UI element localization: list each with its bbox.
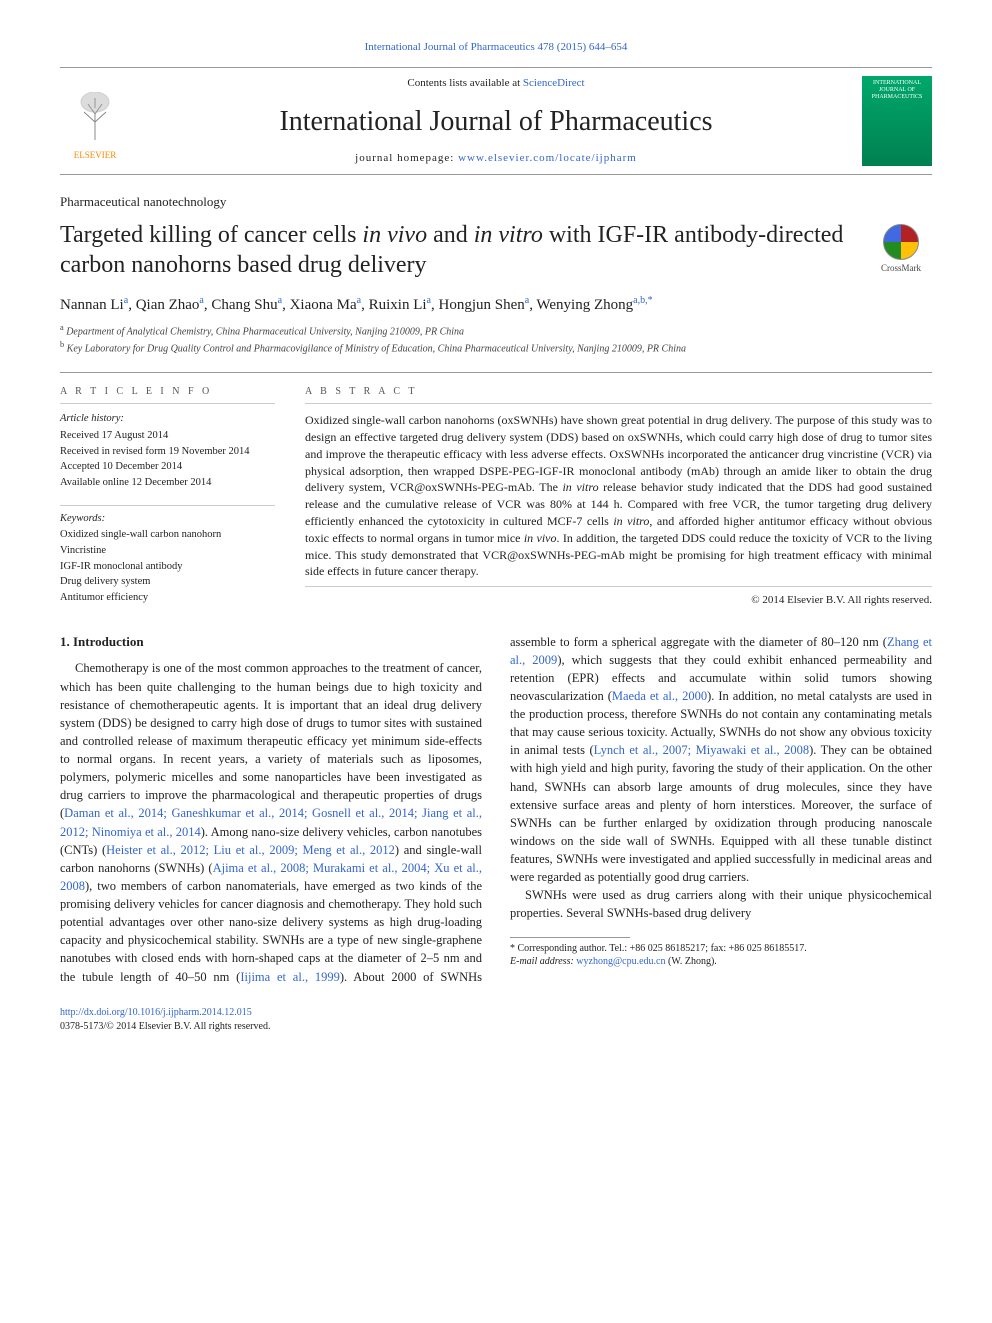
history-accepted: Accepted 10 December 2014 <box>60 460 275 475</box>
contents-line: Contents lists available at ScienceDirec… <box>130 76 862 91</box>
author-affil-sup: a <box>124 295 128 306</box>
affiliation-text: Key Laboratory for Drug Quality Control … <box>67 343 686 354</box>
abstract-italic: in vivo <box>524 531 557 545</box>
doi-link[interactable]: http://dx.doi.org/10.1016/j.ijpharm.2014… <box>60 1007 252 1018</box>
citation-link[interactable]: Lynch et al., 2007; Miyawaki et al., 200… <box>594 743 809 757</box>
sciencedirect-link[interactable]: ScienceDirect <box>523 77 585 89</box>
journal-citation-link[interactable]: International Journal of Pharmaceutics 4… <box>365 41 628 53</box>
cover-title: INTERNATIONAL JOURNAL OF PHARMACEUTICS <box>864 80 930 100</box>
header-center: Contents lists available at ScienceDirec… <box>130 76 862 166</box>
author-list: Nannan Lia, Qian Zhaoa, Chang Shua, Xiao… <box>60 294 932 316</box>
abstract-copyright: © 2014 Elsevier B.V. All rights reserved… <box>305 593 932 608</box>
abstract-column: A B S T R A C T Oxidized single-wall car… <box>305 385 932 608</box>
footnote-corr: * Corresponding author. Tel.: +86 025 86… <box>510 942 932 955</box>
journal-cover-thumbnail: INTERNATIONAL JOURNAL OF PHARMACEUTICS <box>862 76 932 166</box>
author: Ruixin Lia <box>369 297 431 313</box>
keyword: IGF-IR monoclonal antibody <box>60 560 275 575</box>
info-abstract-row: A R T I C L E I N F O Article history: R… <box>60 372 932 608</box>
author-name: Xiaona Ma <box>290 297 357 313</box>
abstract-italic: in vitro <box>562 480 598 494</box>
body-span: ). They can be obtained with high yield … <box>510 743 932 884</box>
title-row: Targeted killing of cancer cells in vivo… <box>60 220 932 294</box>
sup-text: a,b, <box>633 295 647 306</box>
section-heading: 1. Introduction <box>60 633 482 652</box>
abstract-heading: A B S T R A C T <box>305 385 932 404</box>
keyword: Antitumor efficiency <box>60 591 275 606</box>
info-heading: A R T I C L E I N F O <box>60 385 275 404</box>
email-suffix: (W. Zhong). <box>665 956 716 967</box>
keywords-label: Keywords: <box>60 512 275 527</box>
keyword: Vincristine <box>60 544 275 559</box>
journal-name: International Journal of Pharmaceutics <box>130 102 862 141</box>
author-affil-sup: a <box>278 295 282 306</box>
citation-link[interactable]: Iijima et al., 1999 <box>240 970 340 984</box>
title-part: and <box>427 222 474 248</box>
author-name: Qian Zhao <box>136 297 200 313</box>
page-footer: http://dx.doi.org/10.1016/j.ijpharm.2014… <box>60 1006 932 1034</box>
history-online: Available online 12 December 2014 <box>60 476 275 491</box>
author: Qian Zhaoa <box>136 297 204 313</box>
citation-link[interactable]: Heister et al., 2012; Liu et al., 2009; … <box>106 843 395 857</box>
history-revised: Received in revised form 19 November 201… <box>60 445 275 460</box>
author-name: Wenying Zhong <box>536 297 633 313</box>
author-affil-sup: a,b,* <box>633 295 652 306</box>
corresponding-footnote: * Corresponding author. Tel.: +86 025 86… <box>510 942 932 968</box>
body-paragraph: SWNHs were used as drug carriers along w… <box>510 886 932 922</box>
title-italic: in vitro <box>474 222 543 248</box>
journal-header: ELSEVIER Contents lists available at Sci… <box>60 67 932 175</box>
affiliation-text: Department of Analytical Chemistry, Chin… <box>66 326 464 337</box>
footnote-separator <box>510 937 630 938</box>
author-affil-sup: a <box>525 295 529 306</box>
title-part: Targeted killing of cancer cells <box>60 222 362 248</box>
contents-prefix: Contents lists available at <box>407 77 522 89</box>
body-paragraph: Chemotherapy is one of the most common a… <box>60 633 932 986</box>
issn-copyright: 0378-5173/© 2014 Elsevier B.V. All right… <box>60 1020 932 1034</box>
crossmark-badge[interactable]: CrossMark <box>870 224 932 275</box>
footnote-email-line: E-mail address: wyzhong@cpu.edu.cn (W. Z… <box>510 955 932 968</box>
title-italic: in vivo <box>362 222 427 248</box>
author-affil-sup: a <box>357 295 361 306</box>
article-info-column: A R T I C L E I N F O Article history: R… <box>60 385 275 608</box>
affiliations: a Department of Analytical Chemistry, Ch… <box>60 322 932 357</box>
history-received: Received 17 August 2014 <box>60 429 275 444</box>
crossmark-label: CrossMark <box>881 263 921 273</box>
author: Xiaona Maa <box>290 297 362 313</box>
author: Wenying Zhonga,b,* <box>536 297 652 313</box>
publisher-logo: ELSEVIER <box>60 81 130 161</box>
author-name: Hongjun Shen <box>438 297 524 313</box>
affiliation: b Key Laboratory for Drug Quality Contro… <box>60 339 932 356</box>
keyword: Drug delivery system <box>60 575 275 590</box>
homepage-line: journal homepage: www.elsevier.com/locat… <box>130 151 862 166</box>
homepage-link[interactable]: www.elsevier.com/locate/ijpharm <box>458 152 637 164</box>
abstract-italic: in vitro <box>613 514 649 528</box>
citation-link[interactable]: Maeda et al., 2000 <box>612 689 707 703</box>
history-label: Article history: <box>60 412 275 427</box>
author-affil-sup: a <box>199 295 203 306</box>
author: Chang Shua <box>211 297 282 313</box>
email-link[interactable]: wyzhong@cpu.edu.cn <box>576 956 665 967</box>
author-name: Chang Shu <box>211 297 277 313</box>
affiliation: a Department of Analytical Chemistry, Ch… <box>60 322 932 339</box>
publisher-name: ELSEVIER <box>74 149 117 162</box>
author: Nannan Lia <box>60 297 128 313</box>
article-section-label: Pharmaceutical nanotechnology <box>60 193 932 211</box>
email-label: E-mail address: <box>510 956 576 967</box>
author-name: Nannan Li <box>60 297 124 313</box>
author-affil-sup: a <box>427 295 431 306</box>
elsevier-tree-icon <box>72 92 118 149</box>
corresponding-star: * <box>648 295 653 306</box>
keywords-block: Keywords: Oxidized single-wall carbon na… <box>60 505 275 606</box>
crossmark-icon <box>883 224 919 260</box>
abstract-text: Oxidized single-wall carbon nanohorns (o… <box>305 412 932 587</box>
running-header: International Journal of Pharmaceutics 4… <box>60 40 932 55</box>
homepage-prefix: journal homepage: <box>355 152 458 164</box>
keyword: Oxidized single-wall carbon nanohorn <box>60 528 275 543</box>
author: Hongjun Shena <box>438 297 529 313</box>
author-name: Ruixin Li <box>369 297 427 313</box>
body-two-column: 1. Introduction Chemotherapy is one of t… <box>60 633 932 986</box>
body-span: Chemotherapy is one of the most common a… <box>60 661 482 820</box>
article-title: Targeted killing of cancer cells in vivo… <box>60 220 850 280</box>
